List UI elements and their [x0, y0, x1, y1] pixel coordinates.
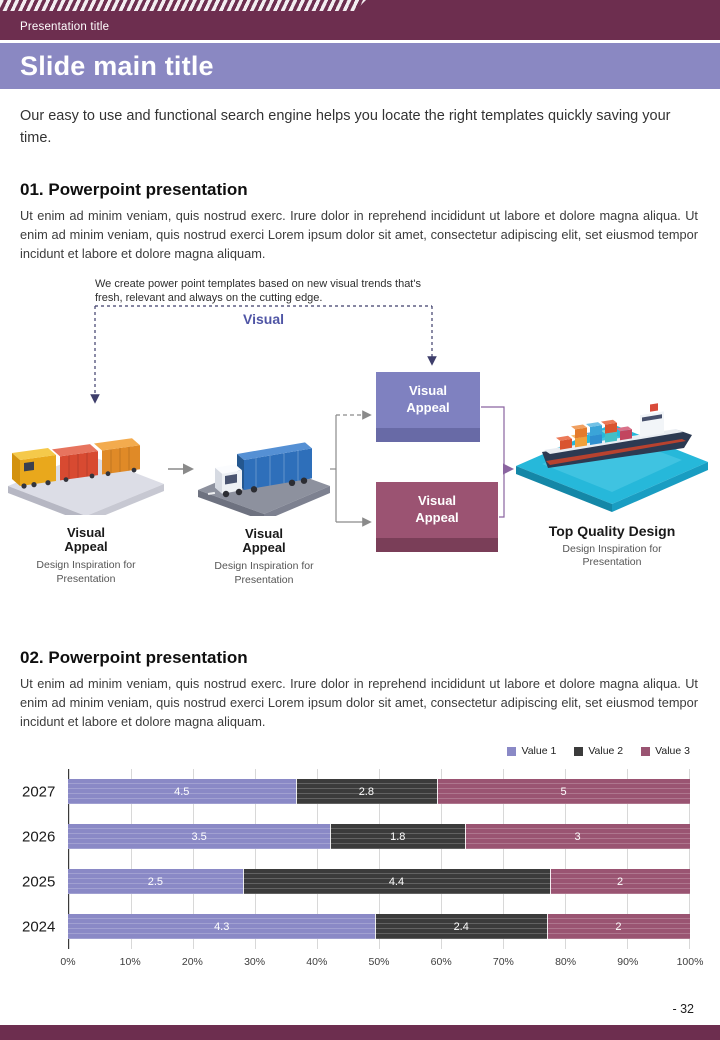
train-figure: Visual Appeal Design Inspiration for Pre… [6, 402, 166, 587]
legend-swatch [641, 746, 651, 756]
category-label: 2025 [22, 873, 56, 891]
ship-illustration [516, 402, 708, 512]
box-base-shadow [376, 427, 480, 442]
x-axis-tick: 100% [676, 956, 704, 969]
legend-item: Value 2 [574, 745, 623, 757]
box-label: Visual Appeal [415, 493, 459, 525]
intro-text: Our easy to use and functional search en… [20, 108, 671, 147]
category-label: 2024 [22, 918, 56, 936]
box-label: Visual Appeal [406, 383, 450, 415]
bar-segment: 3.5 [68, 824, 331, 850]
section-1-heading: 01. Powerpoint presentation [20, 179, 248, 199]
stacked-bar: 3.5 1.8 3 [68, 824, 690, 850]
section-1-body: Ut enim ad minim veniam, quis nostrud ex… [20, 207, 698, 262]
bar-segment: 3 [465, 824, 690, 850]
category-label: 2027 [22, 783, 56, 801]
legend-label: Value 1 [521, 745, 557, 758]
chart-legend: Value 1 Value 2 Value 3 [22, 745, 690, 757]
page-number: - 32 [672, 1002, 694, 1016]
figure-subtitle: Design Inspiration for Presentation [36, 559, 136, 586]
x-axis-tick: 80% [555, 956, 577, 969]
chart-row: 2024 4.3 2.4 2 [22, 904, 690, 949]
visual-appeal-box-maroon: Visual Appeal [376, 481, 498, 552]
bar-segment: 2 [547, 914, 690, 940]
legend-label: Value 2 [588, 745, 624, 758]
bottom-bar [0, 1025, 720, 1040]
bar-segment: 1.8 [330, 824, 466, 850]
visual-label: Visual [243, 310, 284, 327]
x-axis-tick: 50% [368, 956, 390, 969]
stacked-bar: 4.3 2.4 2 [68, 914, 690, 940]
stacked-bar-chart: Value 1 Value 2 Value 3 2027 4.5 2.8 5 2026 3.5… [22, 745, 703, 972]
x-axis: 0% 10% 20% 30% 40% 50% 60% 70% 80% 90% 100% [60, 956, 703, 972]
figure-title: Top Quality Design [548, 522, 676, 539]
truck-illustration [198, 441, 330, 521]
chart-row: 2026 3.5 1.8 3 [22, 814, 690, 859]
title-band: Slide main title [0, 43, 720, 89]
presentation-title: Presentation title [20, 21, 110, 33]
bar-segment: 2.5 [68, 869, 243, 895]
x-axis-tick: 40% [306, 956, 328, 969]
bar-segment: 2.8 [295, 779, 438, 805]
x-axis-tick: 20% [181, 956, 203, 969]
stacked-bar: 2.5 4.4 2 [68, 869, 690, 895]
x-axis-tick: 30% [244, 956, 266, 969]
legend-swatch [574, 746, 584, 756]
stacked-bar: 4.5 2.8 5 [68, 779, 690, 805]
top-bar: Presentation title [0, 0, 720, 40]
bar-segment: 5 [437, 779, 690, 805]
legend-label: Value 3 [655, 745, 690, 758]
figure-title: Visual Appeal [64, 524, 108, 555]
x-axis-tick: 0% [60, 956, 76, 969]
x-axis-tick: 90% [617, 956, 639, 969]
figure-title: Visual Appeal [242, 525, 286, 556]
truck-figure: Visual Appeal Design Inspiration for Pre… [196, 424, 332, 588]
train-illustration [8, 437, 164, 523]
chart-row: 2027 4.5 2.8 5 [22, 769, 690, 814]
legend-swatch [507, 746, 517, 756]
visual-appeal-box-purple: Visual Appeal [376, 371, 480, 442]
bar-segment: 4.5 [68, 779, 296, 805]
decorative-hatch-pattern [0, 0, 366, 11]
slide-title: Slide main title [20, 50, 214, 81]
box-base-shadow [376, 537, 498, 552]
diagram-note: We create power point templates based on… [95, 277, 421, 305]
section-2-heading: 02. Powerpoint presentation [20, 647, 248, 667]
section-2-body: Ut enim ad minim veniam, quis nostrud ex… [20, 675, 698, 729]
chart-plot-area: 2027 4.5 2.8 5 2026 3.5 1.8 3 2025 2.5 4.4 2 2024 4.3… [22, 769, 690, 950]
bar-segment: 4.4 [242, 869, 551, 895]
bar-segment: 4.3 [68, 914, 376, 940]
bar-segment: 2.4 [375, 914, 547, 940]
legend-item: Value 3 [641, 745, 690, 757]
visual-diagram: We create power point templates based on… [0, 272, 720, 630]
ship-figure: Top Quality Design Design Inspiration fo… [512, 372, 712, 570]
x-axis-tick: 70% [492, 956, 514, 969]
legend-item: Value 1 [507, 745, 556, 757]
x-axis-tick: 10% [119, 956, 141, 969]
figure-subtitle: Design Inspiration for Presentation [214, 560, 314, 587]
chart-row: 2025 2.5 4.4 2 [22, 859, 690, 904]
x-axis-tick: 60% [430, 956, 452, 969]
figure-subtitle: Design Inspiration for Presentation [562, 542, 662, 569]
bar-segment: 2 [550, 869, 690, 895]
category-label: 2026 [22, 828, 56, 846]
